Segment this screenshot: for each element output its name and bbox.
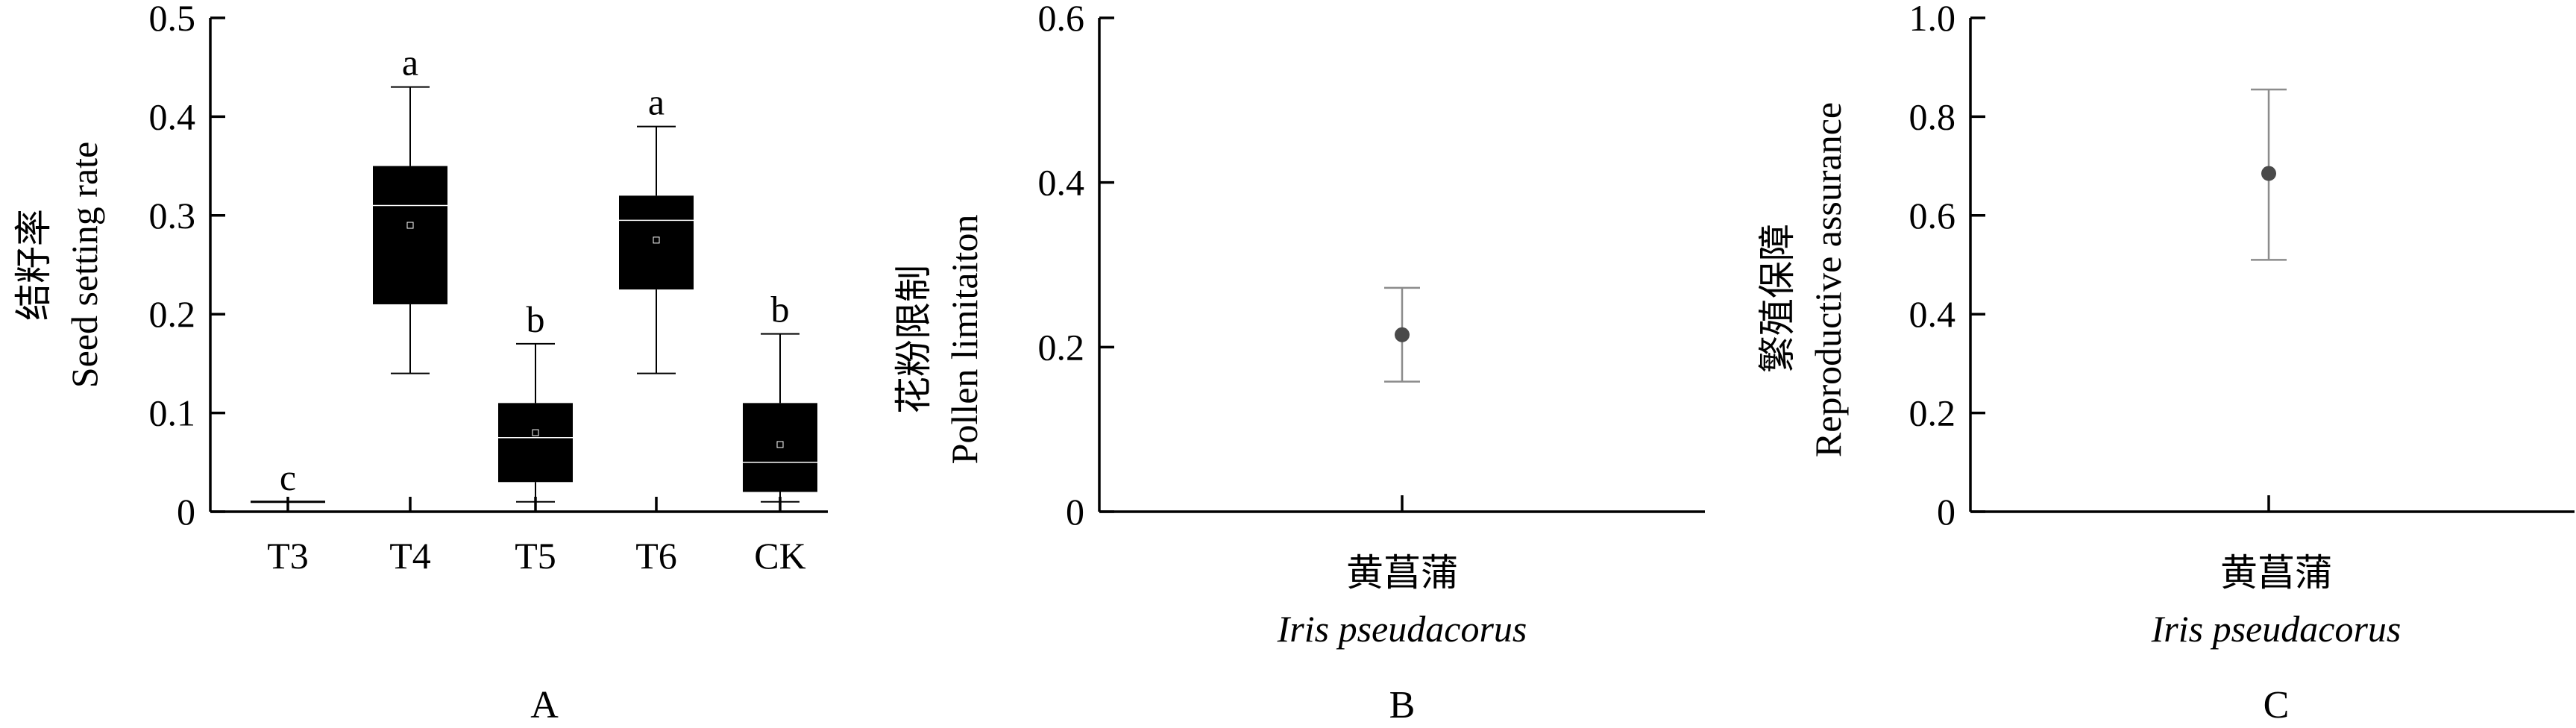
panel-a-y-ticks: 0 0.1 0.2 0.3 0.4 0.5 <box>149 0 225 533</box>
y-tick-label: 0.6 <box>1038 0 1085 39</box>
panel-a: 0 0.1 0.2 0.3 0.4 0.5 c a b a b T3 T4 T5 T6 CK 结籽率 Se… <box>12 0 828 727</box>
significance-letter: a <box>648 81 665 123</box>
y-tick-label: 0.2 <box>1038 326 1085 368</box>
panel-b-xlabel-zh: 黄菖蒲 <box>1346 551 1458 594</box>
panel-a-ylabel-zh: 结籽率 <box>12 209 55 321</box>
panel-a-label: A <box>530 684 559 727</box>
box-mean <box>653 236 660 244</box>
significance-letter: c <box>280 456 296 498</box>
box-mean <box>406 222 414 229</box>
y-tick-label: 1.0 <box>1909 0 1956 39</box>
panel-b-y-ticks: 0 0.2 0.4 0.6 <box>1038 0 1114 533</box>
panel-c-xlabel-en: Iris pseudacorus <box>2151 608 2401 650</box>
x-tick-label: T5 <box>515 535 556 577</box>
panel-c-label: C <box>2264 684 2290 727</box>
panel-c-xlabel-zh: 黄菖蒲 <box>2220 551 2332 594</box>
box-iqr <box>619 195 694 290</box>
y-tick-label: 0.3 <box>149 195 196 236</box>
y-tick-label: 0.4 <box>1038 162 1085 204</box>
panel-c-ylabel-zh: 繁殖保障 <box>1756 224 1799 373</box>
y-tick-label: 0.4 <box>149 95 196 137</box>
y-tick-label: 0.2 <box>149 293 196 335</box>
y-tick-label: 0.6 <box>1909 195 1956 236</box>
x-tick-label: T6 <box>635 535 677 577</box>
panel-b-xlabel-en: Iris pseudacorus <box>1277 608 1527 650</box>
panel-a-ylabel-en: Seed setting rate <box>63 142 105 388</box>
panel-c: 0 0.2 0.4 0.6 0.8 1.0 繁殖保障 Reproductive assur… <box>1756 0 2575 727</box>
y-tick-label: 0 <box>177 491 195 533</box>
y-tick-label: 0.4 <box>1909 293 1956 335</box>
significance-letter: a <box>402 42 418 84</box>
y-tick-label: 0.1 <box>149 392 196 434</box>
significance-letter: b <box>527 298 545 340</box>
x-tick-label: T4 <box>389 535 431 577</box>
data-point <box>1395 327 1410 342</box>
x-tick-label: T3 <box>267 535 309 577</box>
panel-b-label: B <box>1389 684 1416 727</box>
y-tick-label: 0 <box>1937 491 1955 533</box>
panel-b-ylabel-zh: 花粉限制 <box>892 265 935 414</box>
box-iqr <box>373 166 447 304</box>
panel-b-points <box>1384 286 1420 383</box>
panel-a-boxes: c a b a b <box>251 42 817 503</box>
panel-c-ylabel-en: Reproductive assurance <box>1807 102 1849 457</box>
box-mean <box>776 441 784 448</box>
panel-c-points <box>2251 88 2287 261</box>
y-tick-label: 0.2 <box>1909 392 1956 434</box>
panel-b-ylabel-en: Pollen limitaiton <box>943 215 985 465</box>
x-tick-label: CK <box>754 535 805 577</box>
panel-a-x-ticks: T3 T4 T5 T6 CK <box>267 497 806 577</box>
y-tick-label: 0.8 <box>1909 95 1956 137</box>
box-mean <box>532 429 539 436</box>
significance-letter: b <box>771 289 790 330</box>
data-point <box>2261 166 2276 181</box>
panel-c-y-ticks: 0 0.2 0.4 0.6 0.8 1.0 <box>1909 0 1985 533</box>
panel-b: 0 0.2 0.4 0.6 花粉限制 Pollen limitaiton 黄菖蒲 Ir… <box>892 0 1705 727</box>
y-tick-label: 0.5 <box>149 0 196 39</box>
box-iqr <box>498 403 573 483</box>
y-tick-label: 0 <box>1066 491 1084 533</box>
